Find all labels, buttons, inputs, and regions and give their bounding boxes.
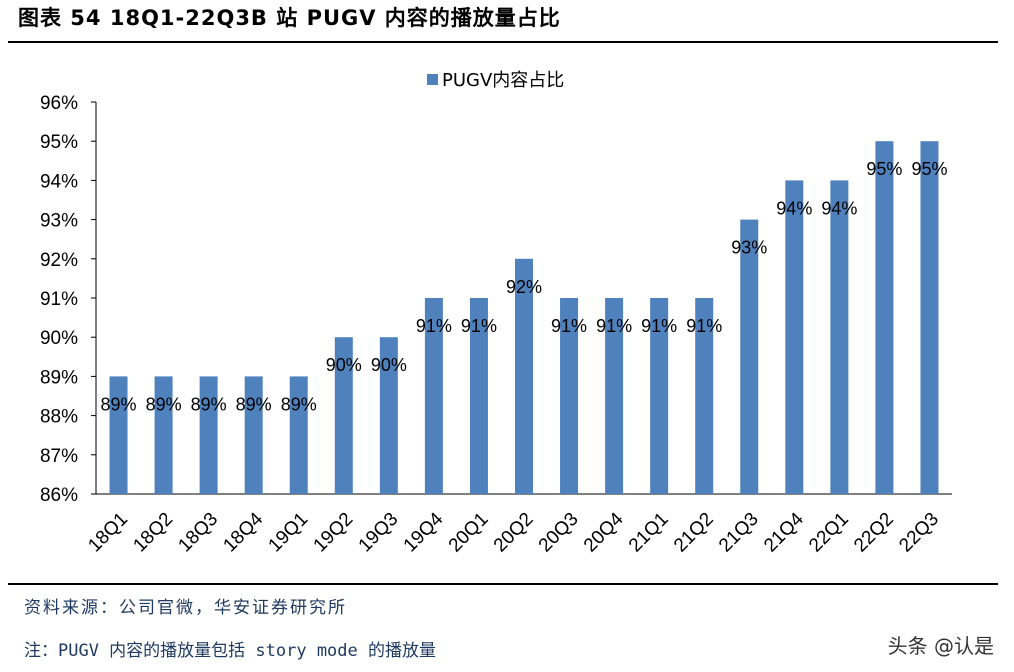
bar: [515, 258, 533, 494]
legend-swatch: [427, 74, 438, 85]
y-tick-label: 95%: [40, 132, 78, 153]
y-tick-label: 93%: [40, 211, 78, 232]
data-label: 93%: [731, 238, 767, 258]
x-tick-label: 22Q3: [895, 509, 943, 557]
bar: [785, 180, 804, 494]
bar: [289, 376, 308, 494]
bar: [199, 376, 218, 494]
y-tick-label: 91%: [40, 289, 78, 310]
bar: [560, 298, 579, 494]
bar: [154, 376, 173, 494]
y-tick-label: 86%: [40, 485, 78, 506]
y-tick-label: 94%: [40, 171, 78, 192]
bar: [605, 298, 624, 494]
x-tick-label: 22Q2: [850, 509, 898, 557]
data-label: 91%: [461, 316, 497, 336]
data-label: 89%: [191, 394, 227, 414]
bar: [650, 298, 669, 494]
bar: [469, 298, 488, 494]
data-label: 91%: [641, 316, 677, 336]
x-tick-label: 21Q3: [715, 509, 763, 557]
data-label: 89%: [101, 394, 137, 414]
data-label: 89%: [146, 394, 182, 414]
x-tick-label: 19Q3: [355, 509, 403, 557]
data-label: 91%: [551, 316, 587, 336]
x-tick-label: 20Q2: [490, 509, 538, 557]
footnote: 注：PUGV 内容的播放量包括 story mode 的播放量: [24, 641, 436, 661]
y-tick-label: 87%: [40, 446, 78, 467]
watermark: 头条 @认是: [887, 634, 994, 658]
data-label: 95%: [866, 159, 902, 179]
bar: [244, 376, 263, 494]
x-tick-label: 19Q4: [400, 508, 448, 556]
data-label: 92%: [506, 277, 542, 297]
data-label: 89%: [236, 394, 272, 414]
source-note: 资料来源：公司官微，华安证券研究所: [24, 598, 347, 618]
x-tick-label: 19Q2: [310, 509, 358, 557]
x-tick-label: 22Q1: [805, 509, 853, 557]
data-label: 91%: [686, 316, 722, 336]
legend-label: PUGV内容占比: [442, 70, 564, 91]
y-tick-label: 90%: [40, 328, 78, 349]
x-tick-label: 19Q1: [265, 509, 313, 557]
bar: [109, 376, 128, 494]
x-tick-label: 18Q2: [129, 509, 177, 557]
bar: [875, 141, 894, 494]
data-label: 94%: [821, 198, 857, 218]
x-tick-label: 20Q1: [445, 509, 493, 557]
bar-chart: 86% 87% 88% 89% 90% 91% 92% 93% 94% 95% 96% 89% 18Q1…: [40, 70, 952, 557]
data-label: 89%: [281, 394, 317, 414]
x-tick-label: 21Q1: [625, 509, 673, 557]
data-label: 90%: [326, 355, 362, 375]
bar: [379, 337, 398, 494]
x-tick-label: 18Q3: [174, 509, 222, 557]
bar: [424, 298, 443, 494]
y-tick-label: 89%: [40, 367, 78, 388]
chart-title: 图表 54 18Q1-22Q3B 站 PUGV 内容的播放量占比: [18, 6, 561, 30]
x-tick-label: 21Q4: [760, 508, 808, 556]
data-label: 91%: [416, 316, 452, 336]
data-label: 95%: [911, 159, 947, 179]
bar: [695, 298, 714, 494]
bar: [830, 180, 849, 494]
data-label: 90%: [371, 355, 407, 375]
x-tick-label: 20Q3: [535, 509, 583, 557]
top-rule: [8, 41, 998, 43]
data-label: 91%: [596, 316, 632, 336]
x-tick-label: 18Q4: [220, 508, 268, 556]
bar: [334, 337, 353, 494]
y-tick-label: 92%: [40, 250, 78, 271]
bar: [740, 219, 759, 494]
bar: [920, 141, 939, 494]
x-tick-label: 21Q2: [670, 509, 718, 557]
data-label: 94%: [776, 198, 812, 218]
x-tick-label: 18Q1: [84, 509, 132, 557]
x-tick-label: 20Q4: [580, 508, 628, 556]
bottom-rule: [8, 583, 998, 585]
y-tick-label: 88%: [40, 407, 78, 428]
y-tick-label: 96%: [40, 93, 78, 114]
